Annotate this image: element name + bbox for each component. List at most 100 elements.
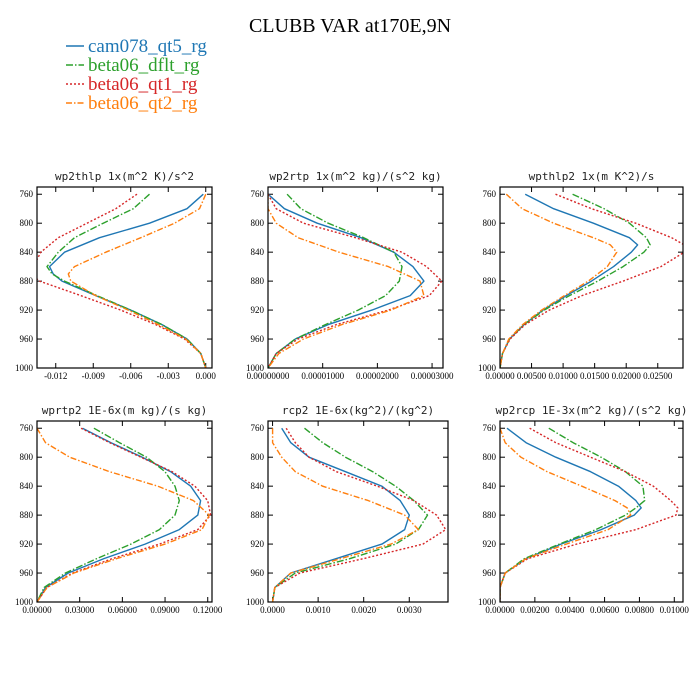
series-line-beta06_qt2_rg — [500, 193, 618, 368]
y-tick-label: 760 — [20, 423, 34, 433]
legend-label: beta06_dflt_rg — [88, 55, 200, 76]
legend-item: cam078_qt5_rg — [66, 36, 207, 57]
series-line-cam078_qt5_rg — [48, 193, 207, 368]
plot-frame — [499, 186, 684, 369]
y-tick-label: 920 — [483, 305, 497, 315]
y-tick-label: 880 — [20, 276, 34, 286]
series-line-cam078_qt5_rg — [500, 193, 639, 368]
y-tick-label: 1000 — [246, 363, 265, 373]
y-tick-label: 760 — [20, 189, 34, 199]
y-tick-label: 920 — [20, 305, 34, 315]
y-tick-label: 800 — [20, 452, 34, 462]
y-tick-label: 760 — [483, 189, 497, 199]
x-tick-label: 0.01500 — [580, 371, 610, 381]
x-tick-label: 0.0030 — [397, 605, 422, 615]
y-tick-label: 840 — [483, 481, 497, 491]
x-tick-label: 0.02500 — [643, 371, 673, 381]
x-tick-label: -0.003 — [157, 371, 181, 381]
x-tick-label: 0.00000000 — [247, 371, 290, 381]
x-tick-label: 0.00800 — [625, 605, 655, 615]
series-line-beta06_dflt_rg — [271, 427, 429, 602]
y-tick-label: 920 — [20, 539, 34, 549]
y-tick-label: 920 — [251, 305, 265, 315]
series-line-beta06_dflt_rg — [500, 427, 646, 602]
y-tick-label: 880 — [20, 510, 34, 520]
plot-frame — [499, 420, 684, 603]
y-tick-label: 800 — [483, 452, 497, 462]
chart-panel: wprtp2 1E-6x(m kg)/(s kg) 760 800 840 880 920… — [15, 404, 223, 615]
legend: cam078_qt5_rgbeta06_dflt_rgbeta06_qt1_rg… — [66, 36, 207, 114]
series-line-beta06_qt1_rg — [268, 193, 443, 368]
y-tick-label: 1000 — [15, 363, 34, 373]
chart-panel: rcp2 1E-6x(kg^2)/(kg^2) 760 800 840 880 920 96… — [246, 404, 449, 615]
x-tick-label: 0.00600 — [590, 605, 620, 615]
x-tick-label: -0.006 — [119, 371, 143, 381]
y-tick-label: 800 — [251, 218, 265, 228]
panel-title: wp2rtp 1x(m^2 kg)/(s^2 kg) — [269, 170, 441, 183]
x-tick-label: 0.00400 — [555, 605, 585, 615]
panel-title: rcp2 1E-6x(kg^2)/(kg^2) — [282, 404, 434, 417]
x-tick-label: 0.00002000 — [356, 371, 399, 381]
figure-title: CLUBB VAR at170E,9N — [249, 15, 451, 37]
x-tick-label: 0.01000 — [660, 605, 690, 615]
x-tick-label: 0.09000 — [150, 605, 180, 615]
y-tick-label: 920 — [251, 539, 265, 549]
y-tick-label: 840 — [20, 481, 34, 491]
y-tick-label: 1000 — [246, 597, 265, 607]
legend-label: cam078_qt5_rg — [88, 36, 207, 57]
x-tick-label: 0.12000 — [193, 605, 223, 615]
legend-label: beta06_qt1_rg — [88, 74, 198, 95]
legend-item: beta06_qt1_rg — [66, 74, 198, 95]
x-tick-label: -0.009 — [82, 371, 106, 381]
x-tick-label: 0.00000 — [22, 605, 52, 615]
y-tick-label: 880 — [251, 510, 265, 520]
x-tick-label: 0.00000 — [485, 605, 515, 615]
y-tick-label: 840 — [251, 247, 265, 257]
y-tick-label: 880 — [483, 510, 497, 520]
y-tick-label: 960 — [251, 334, 265, 344]
x-tick-label: 0.00001000 — [301, 371, 344, 381]
x-tick-label: -0.012 — [44, 371, 67, 381]
y-tick-label: 800 — [251, 452, 265, 462]
series-line-cam078_qt5_rg — [271, 427, 410, 602]
panel-title: wp2thlp 1x(m^2 K)/s^2 — [55, 170, 194, 183]
panel-title: wprtp2 1E-6x(m kg)/(s kg) — [42, 404, 208, 417]
y-tick-label: 1000 — [15, 597, 34, 607]
plot-frame — [267, 420, 449, 603]
series-line-beta06_qt1_rg — [500, 193, 683, 368]
x-tick-label: 0.00003000 — [411, 371, 454, 381]
x-tick-label: 0.0000 — [260, 605, 285, 615]
panel-title: wp2rcp 1E-3x(m^2 kg)/(s^2 kg) — [495, 404, 687, 417]
y-tick-label: 1000 — [478, 363, 497, 373]
x-tick-label: 0.0020 — [351, 605, 376, 615]
y-tick-label: 880 — [251, 276, 265, 286]
chart-panels: wp2thlp 1x(m^2 K)/s^2 760 800 840 880 920 960 1… — [15, 170, 689, 615]
y-tick-label: 800 — [20, 218, 34, 228]
x-tick-label: 0.01000 — [548, 371, 578, 381]
chart-panel: wpthlp2 1x(m K^2)/s 760 800 840 880 920 960 100… — [478, 170, 684, 381]
y-tick-label: 760 — [251, 423, 265, 433]
y-tick-label: 760 — [251, 189, 265, 199]
y-tick-label: 960 — [483, 568, 497, 578]
y-tick-label: 840 — [20, 247, 34, 257]
y-tick-label: 920 — [483, 539, 497, 549]
y-tick-label: 800 — [483, 218, 497, 228]
series-line-beta06_dflt_rg — [37, 427, 181, 602]
y-tick-label: 960 — [251, 568, 265, 578]
y-tick-label: 960 — [483, 334, 497, 344]
x-tick-label: 0.03000 — [65, 605, 95, 615]
series-line-beta06_dflt_rg — [46, 193, 207, 368]
y-tick-label: 880 — [483, 276, 497, 286]
y-tick-label: 840 — [251, 481, 265, 491]
series-line-beta06_qt2_rg — [268, 194, 425, 368]
series-line-beta06_dflt_rg — [268, 193, 403, 368]
series-line-beta06_qt2_rg — [271, 428, 420, 602]
series-line-beta06_dflt_rg — [500, 193, 651, 368]
x-tick-label: 0.02000 — [612, 371, 642, 381]
series-line-cam078_qt5_rg — [268, 193, 425, 368]
series-line-beta06_qt2_rg — [37, 427, 210, 602]
legend-item: beta06_qt2_rg — [66, 93, 198, 114]
x-tick-label: 0.00000 — [485, 371, 515, 381]
chart-panel: wp2rcp 1E-3x(m^2 kg)/(s^2 kg) 760 800 840 88… — [478, 404, 689, 615]
